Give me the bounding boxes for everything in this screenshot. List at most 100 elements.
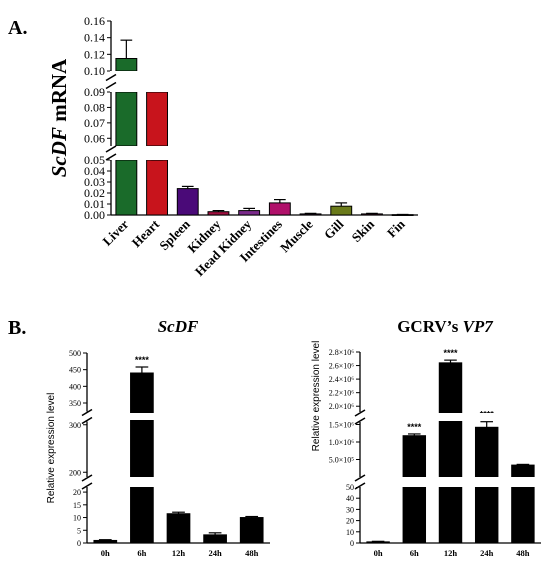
bar: [299, 213, 322, 216]
bar: [146, 91, 168, 147]
x-category-label: 12h: [172, 548, 186, 558]
bar: [238, 210, 261, 216]
y-tick-label: 200: [69, 468, 81, 477]
y-tick-label: 0: [77, 539, 81, 548]
axis-break-gap: [105, 148, 117, 158]
vp7-time-course-chart: 2.8×10⁶ 2.6×10⁶ 2.4×10⁶ 2.2×10⁶ 2.0×10⁶ 1.5×1…: [311, 317, 542, 558]
axis-break-band: [88, 413, 271, 420]
bar: [474, 426, 499, 478]
bar: [146, 159, 168, 216]
y-tick-label: 15: [73, 501, 81, 510]
x-category-label: Skin: [349, 216, 378, 245]
y-tick-label: 0.06: [84, 131, 105, 145]
x-category-label: 24h: [208, 548, 222, 558]
axis-break-band: [112, 71, 419, 92]
y-tick-label: 0: [350, 539, 354, 548]
x-category-label: Fin: [384, 216, 408, 240]
y-axis-label: Relative expression level: [46, 393, 57, 504]
bar: [130, 486, 154, 544]
axis-break-gap: [354, 477, 366, 487]
axis-break-mark: [354, 482, 366, 490]
bar: [474, 486, 499, 544]
tissue-expression-chart: 0.16 0.14 0.12 0.10 0.090.08 0.070.06 0.050.04…: [47, 14, 419, 279]
x-category-label: 12h: [444, 548, 458, 558]
y-tick-label: 0.14: [84, 31, 105, 45]
bar: [166, 513, 191, 544]
y-tick-label: 400: [69, 382, 81, 391]
y-tick-label: 2.2×10⁶: [329, 389, 355, 398]
axis-break-mark: [81, 408, 93, 417]
y-tick-label: 0.07: [84, 116, 105, 130]
x-category-label: Muscle: [277, 216, 316, 255]
y-tick-label: 300: [69, 421, 81, 430]
axis-break-band: [361, 413, 542, 421]
bar: [115, 91, 138, 147]
x-category-label: 0h: [101, 548, 110, 558]
y-tick-label: 1.0×10⁶: [329, 438, 355, 447]
axis-break-mark: [105, 145, 117, 153]
y-tick-label: 0.10: [84, 64, 105, 78]
bar: [115, 159, 138, 216]
y-tick-label: 0.05: [84, 153, 105, 167]
y-tick-label: 0.12: [84, 47, 105, 61]
x-category-label: 6h: [137, 548, 146, 558]
y-tick-label: 1.5×10⁶: [329, 421, 355, 430]
y-tick-label: 5.0×10⁵: [329, 456, 355, 465]
y-tick-label: 50: [346, 483, 354, 492]
y-tick-label: 2.4×10⁶: [329, 375, 355, 384]
scdf-time-course-chart: 500 450 400 350 300 200 20 15 10 5 0 **** 0h 6h 12h 24h…: [46, 317, 271, 558]
bar: [402, 486, 427, 544]
axis-break-gap: [354, 412, 366, 422]
x-category-label: 48h: [516, 548, 530, 558]
y-tick-label: 0.09: [84, 85, 105, 99]
axis-break-gap: [81, 411, 93, 422]
y-tick-label: 0.01: [84, 197, 105, 211]
significance-label: ****: [443, 348, 458, 358]
axis-break-mark: [81, 482, 93, 490]
bar: [438, 486, 463, 544]
x-category-label: 0h: [374, 548, 383, 558]
x-category-label: Gill: [321, 216, 347, 242]
axis-break-mark: [105, 73, 117, 82]
bar: [511, 486, 535, 544]
axis-break-mark: [354, 409, 366, 417]
bar: [366, 541, 390, 544]
x-category-label: 6h: [410, 548, 419, 558]
axis-break-mark: [354, 474, 366, 482]
bar: [176, 188, 199, 216]
y-tick-label: 30: [346, 505, 354, 514]
axis-break-band: [88, 477, 271, 487]
y-axis-label: Relative expression level: [311, 341, 322, 452]
bar: [93, 539, 118, 544]
axis-break-band: [112, 146, 419, 160]
significance-label: ****: [407, 422, 422, 432]
bar: [330, 205, 353, 216]
bar: [115, 58, 138, 72]
axis-break-mark: [81, 474, 93, 482]
y-tick-label: 0.00: [84, 208, 105, 222]
y-tick-label: 10: [346, 528, 354, 537]
bar: [239, 517, 264, 544]
y-tick-label: 500: [69, 349, 81, 358]
bar: [402, 435, 427, 478]
panel-b-label: B.: [8, 317, 26, 339]
bar: [511, 464, 535, 478]
bar: [130, 419, 154, 478]
bar: [207, 211, 230, 216]
bar: [438, 362, 463, 414]
y-tick-label: 0.03: [84, 175, 105, 189]
significance-label: ****: [135, 355, 150, 365]
y-tick-label: 0.02: [84, 186, 105, 200]
bar: [130, 372, 154, 414]
y-tick-label: 450: [69, 366, 81, 375]
y-tick-label: 40: [346, 494, 354, 503]
axis-break-gap: [105, 76, 117, 87]
bar: [203, 534, 227, 544]
x-category-label: 24h: [480, 548, 494, 558]
axis-break-mark: [354, 417, 366, 425]
y-tick-label: 0.04: [84, 164, 105, 178]
y-tick-label: 20: [346, 517, 354, 526]
y-tick-label: 350: [69, 399, 81, 408]
axis-break-gap: [81, 477, 93, 487]
